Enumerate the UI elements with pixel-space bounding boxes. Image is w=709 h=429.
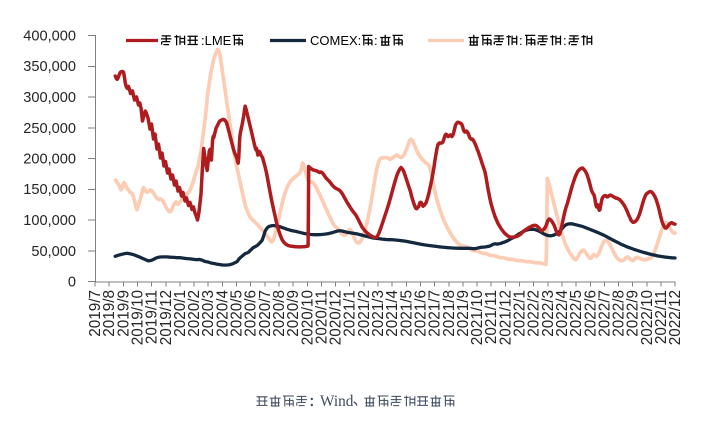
svg-text:2021/10: 2021/10	[469, 290, 486, 345]
svg-text:2022/5: 2022/5	[568, 290, 585, 337]
svg-text:100,000: 100,000	[23, 213, 76, 229]
svg-text:350,000: 350,000	[23, 59, 76, 75]
svg-text:2020/8: 2020/8	[271, 290, 288, 337]
svg-text:2019/8: 2019/8	[101, 290, 118, 337]
svg-text::LME: :LME	[201, 33, 232, 48]
svg-text::: :	[563, 33, 567, 48]
svg-text:300,000: 300,000	[23, 90, 76, 106]
svg-text:2020/7: 2020/7	[257, 290, 274, 337]
svg-text:2021/12: 2021/12	[497, 290, 514, 345]
svg-text:2021/1: 2021/1	[342, 290, 359, 337]
svg-text:2021/6: 2021/6	[412, 290, 429, 337]
svg-text:2020/6: 2020/6	[243, 290, 260, 337]
svg-text:2020/9: 2020/9	[285, 290, 302, 337]
svg-text:2022/2: 2022/2	[526, 290, 543, 337]
svg-text:200,000: 200,000	[23, 152, 76, 168]
svg-text:2019/7: 2019/7	[87, 290, 104, 337]
svg-text:COMEX:: COMEX:	[310, 33, 361, 48]
svg-text:2021/9: 2021/9	[455, 290, 472, 337]
svg-text:2022/12: 2022/12	[667, 290, 684, 345]
svg-text:400,000: 400,000	[23, 29, 76, 45]
svg-text:2022/4: 2022/4	[554, 290, 571, 337]
svg-text:2019/10: 2019/10	[129, 290, 146, 345]
svg-text:150,000: 150,000	[23, 182, 76, 198]
svg-text:0: 0	[68, 275, 76, 291]
svg-text:2020/1: 2020/1	[172, 290, 189, 337]
svg-text:2022/9: 2022/9	[625, 290, 642, 337]
svg-text:2021/5: 2021/5	[398, 290, 415, 337]
svg-text:Wind: Wind	[320, 393, 354, 410]
svg-text:2022/3: 2022/3	[540, 290, 557, 337]
svg-text:2022/10: 2022/10	[639, 290, 656, 345]
svg-text:2021/2: 2021/2	[356, 290, 373, 337]
svg-text:2022/7: 2022/7	[596, 290, 613, 337]
svg-text:2021/8: 2021/8	[441, 290, 458, 337]
svg-text:2022/1: 2022/1	[512, 290, 529, 337]
svg-text::: :	[374, 33, 378, 48]
svg-text:2020/2: 2020/2	[186, 290, 203, 337]
svg-text:50,000: 50,000	[31, 244, 76, 260]
svg-text:2020/4: 2020/4	[214, 290, 231, 337]
svg-text:2021/4: 2021/4	[384, 290, 401, 337]
svg-text:2021/3: 2021/3	[370, 290, 387, 337]
svg-text:2021/11: 2021/11	[483, 290, 500, 344]
svg-text:2020/3: 2020/3	[200, 290, 217, 337]
svg-text:2022/8: 2022/8	[611, 290, 628, 337]
svg-text:2020/10: 2020/10	[299, 290, 316, 345]
svg-text:2022/11: 2022/11	[653, 290, 670, 344]
svg-text:2020/12: 2020/12	[328, 290, 345, 345]
svg-text:2020/11: 2020/11	[313, 290, 330, 344]
svg-text:250,000: 250,000	[23, 121, 76, 137]
svg-text:2019/11: 2019/11	[144, 290, 161, 344]
svg-text:2022/6: 2022/6	[582, 290, 599, 337]
svg-text:2019/9: 2019/9	[115, 290, 132, 337]
svg-text:2020/5: 2020/5	[229, 290, 246, 337]
svg-text:2021/7: 2021/7	[427, 290, 444, 337]
svg-text:2019/12: 2019/12	[158, 290, 175, 345]
svg-text::: :	[519, 33, 523, 48]
